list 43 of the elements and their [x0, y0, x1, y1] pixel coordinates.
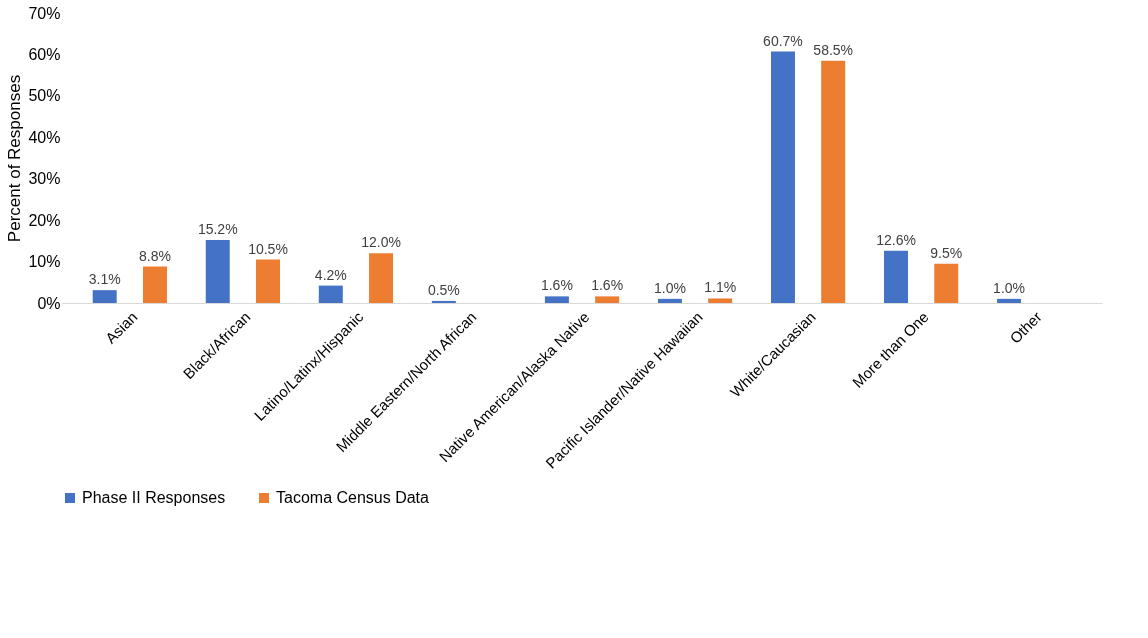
data-label: 1.6% [540, 277, 573, 294]
bar [142, 266, 167, 303]
bar [770, 51, 795, 303]
data-label: 10.5% [248, 240, 288, 257]
y-tick-label: 10% [28, 253, 61, 271]
bar [595, 296, 620, 303]
bar [821, 60, 846, 303]
data-label: 15.2% [197, 221, 238, 238]
data-label: 9.5% [930, 244, 963, 261]
data-label: 12.0% [361, 234, 401, 251]
data-label: 12.6% [876, 231, 916, 248]
bar [205, 240, 230, 303]
data-label: 1.1% [704, 279, 737, 296]
bar [934, 263, 959, 303]
y-tick-label: 30% [28, 170, 61, 188]
bar [318, 285, 343, 303]
bar [657, 298, 682, 303]
bar [92, 290, 117, 303]
bar [884, 250, 909, 303]
data-label: 0.5% [427, 281, 460, 298]
bar [369, 253, 394, 303]
data-label: 4.2% [314, 266, 347, 283]
data-label: 3.1% [88, 271, 121, 288]
y-tick-label: 0% [37, 294, 61, 312]
y-axis-title: Percent of Responses [5, 74, 25, 243]
legend-label: Tacoma Census Data [276, 489, 430, 506]
data-label: 1.0% [653, 279, 686, 296]
bar [544, 296, 569, 303]
data-label: 1.0% [993, 279, 1026, 296]
bar [255, 259, 280, 303]
data-label: 60.7% [763, 32, 803, 49]
y-tick-label: 60% [28, 45, 61, 63]
data-label: 58.5% [813, 41, 854, 58]
y-tick-label: 70% [28, 4, 61, 22]
data-label: 8.8% [138, 247, 171, 264]
data-label: 1.6% [591, 277, 624, 294]
bar [431, 300, 456, 303]
bar [997, 298, 1022, 303]
y-tick-label: 50% [28, 87, 61, 105]
legend-label: Phase II Responses [82, 489, 226, 506]
y-tick-label: 40% [28, 128, 61, 146]
bar [708, 298, 733, 303]
y-tick-label: 20% [28, 211, 61, 229]
